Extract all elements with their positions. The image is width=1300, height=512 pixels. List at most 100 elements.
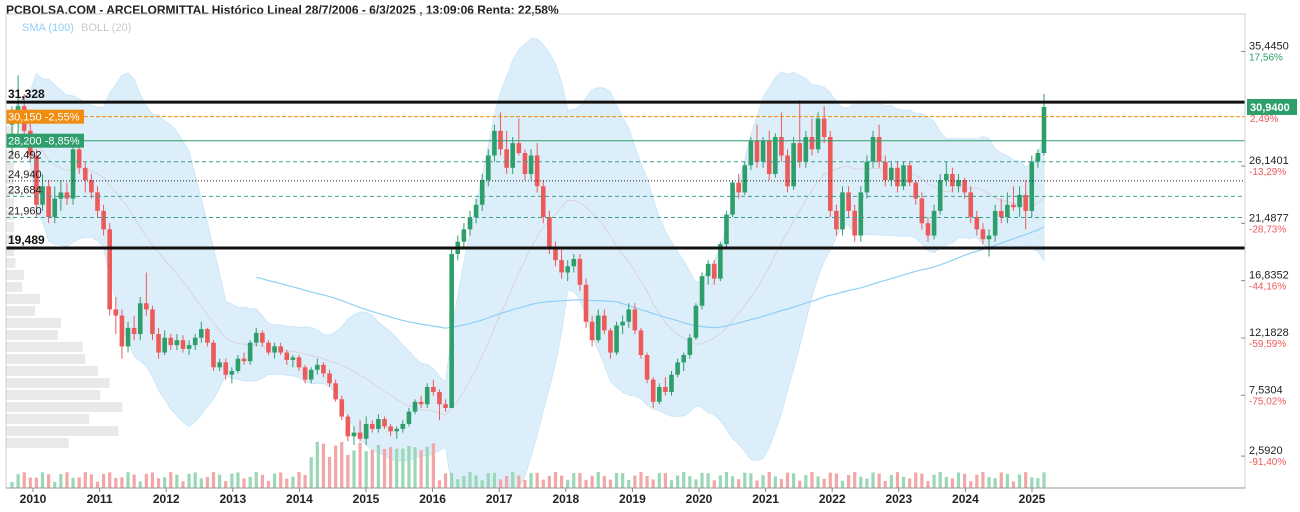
volume-bar: [150, 472, 155, 488]
axis-tick-label: 21,4877: [1249, 212, 1289, 224]
candle-body: [614, 325, 619, 353]
volume-bar: [272, 473, 277, 488]
volume-profile-bar: [6, 426, 119, 436]
volume-bar: [950, 478, 955, 488]
volume-bar: [706, 473, 710, 488]
volume-bar: [730, 476, 735, 488]
candle-body: [803, 137, 809, 162]
volume-profile-bar: [6, 366, 98, 376]
candle-body: [89, 180, 94, 193]
price-levels: 31,328 30,150 -2,55% 28,200 -8,85% 26,492 24…: [6, 87, 1245, 250]
volume-bar: [963, 473, 967, 488]
x-tick-label: 2017: [486, 492, 513, 506]
volume-bar: [1030, 477, 1034, 488]
x-tick-label: 2016: [419, 492, 446, 506]
candle-body: [357, 432, 363, 439]
volume-bar: [767, 472, 771, 488]
volume-profile-bar: [6, 270, 24, 280]
volume-bar: [364, 451, 368, 488]
volume-bar: [450, 472, 454, 488]
candle-body: [388, 426, 393, 432]
axis-pct-label: -28,73%: [1249, 224, 1286, 235]
volume-bar: [840, 480, 845, 488]
candle-body: [223, 362, 229, 375]
indicator-legend: SMA (100) BOLL (20): [22, 22, 131, 34]
volume-profile-bar: [6, 222, 14, 232]
volume-bar: [303, 474, 307, 488]
volume-bar: [193, 472, 197, 488]
volume-bar: [382, 448, 387, 488]
x-tick-label: 2011: [87, 492, 113, 506]
x-tick-label: 2023: [885, 492, 912, 506]
candle-body: [34, 155, 39, 205]
volume-bar: [505, 476, 509, 488]
candle-body: [241, 358, 247, 362]
volume-bar: [908, 478, 912, 488]
candle-body: [620, 321, 625, 326]
volume-bar: [126, 472, 130, 488]
candle-body: [834, 210, 839, 230]
volume-bar: [889, 474, 893, 488]
candle-body: [718, 244, 723, 279]
candle-body: [791, 143, 796, 187]
volume-profile-bar: [6, 126, 14, 136]
candle-body: [321, 364, 326, 374]
volume-profile-bar: [6, 174, 14, 184]
volume-bar: [987, 477, 991, 488]
volume-profile: [6, 114, 123, 448]
candles: [9, 75, 1047, 445]
volume-bar: [1005, 473, 1009, 488]
volume-profile-bar: [6, 330, 58, 340]
candle-body: [559, 260, 564, 273]
volume-profile-bar: [6, 198, 14, 208]
volume-bar: [682, 472, 686, 488]
volume-bar: [853, 472, 857, 488]
volume-bar: [425, 446, 429, 488]
candle-body: [693, 305, 699, 338]
candle-body: [638, 330, 644, 355]
volume-bar: [187, 473, 191, 488]
candle-body: [363, 423, 369, 439]
volume-bar: [315, 441, 319, 488]
candle-body: [540, 186, 546, 218]
candle-body: [1023, 194, 1028, 211]
volume-profile-bar: [6, 186, 14, 196]
candle-body: [626, 309, 632, 322]
x-tick-label: 2024: [952, 492, 979, 506]
axis-tick-label: 16,8352: [1249, 270, 1289, 282]
volume-bar: [755, 480, 759, 488]
candle-body: [950, 173, 955, 187]
level-label-bg: [6, 109, 84, 124]
volume-bar: [511, 472, 515, 488]
candle-body: [644, 354, 650, 380]
axis-pct-label: -59,59%: [1249, 339, 1286, 350]
volume-bar: [773, 476, 777, 488]
candle-body: [461, 229, 467, 242]
candle-body: [876, 137, 882, 162]
volume-bar: [926, 481, 930, 488]
volume-profile-bar: [6, 402, 123, 412]
volume-profile-bar: [6, 294, 40, 304]
candle-body: [333, 383, 338, 400]
volume-bar: [956, 472, 961, 488]
candle-body: [437, 391, 442, 405]
x-tick-label: 2021: [752, 492, 779, 506]
volume-bar: [541, 479, 545, 488]
volume-bar: [694, 479, 698, 488]
volume-profile-bar: [6, 354, 86, 364]
x-tick-label: 2012: [153, 492, 180, 506]
volume-bar: [944, 476, 948, 488]
candle-body: [296, 357, 302, 368]
volume-bar: [523, 479, 527, 488]
volume-bar: [205, 476, 210, 488]
volume-bar: [1017, 474, 1022, 488]
level-label: 26,492: [8, 150, 42, 162]
axis-tick-label: 12,1828: [1249, 327, 1289, 339]
axis-tick-label: 7,5304: [1249, 384, 1283, 396]
bollinger-area: [11, 38, 1045, 489]
x-tick-label: 2015: [353, 492, 380, 506]
candle-body: [773, 137, 778, 174]
candle-body: [565, 266, 570, 273]
candle-body: [174, 340, 180, 346]
